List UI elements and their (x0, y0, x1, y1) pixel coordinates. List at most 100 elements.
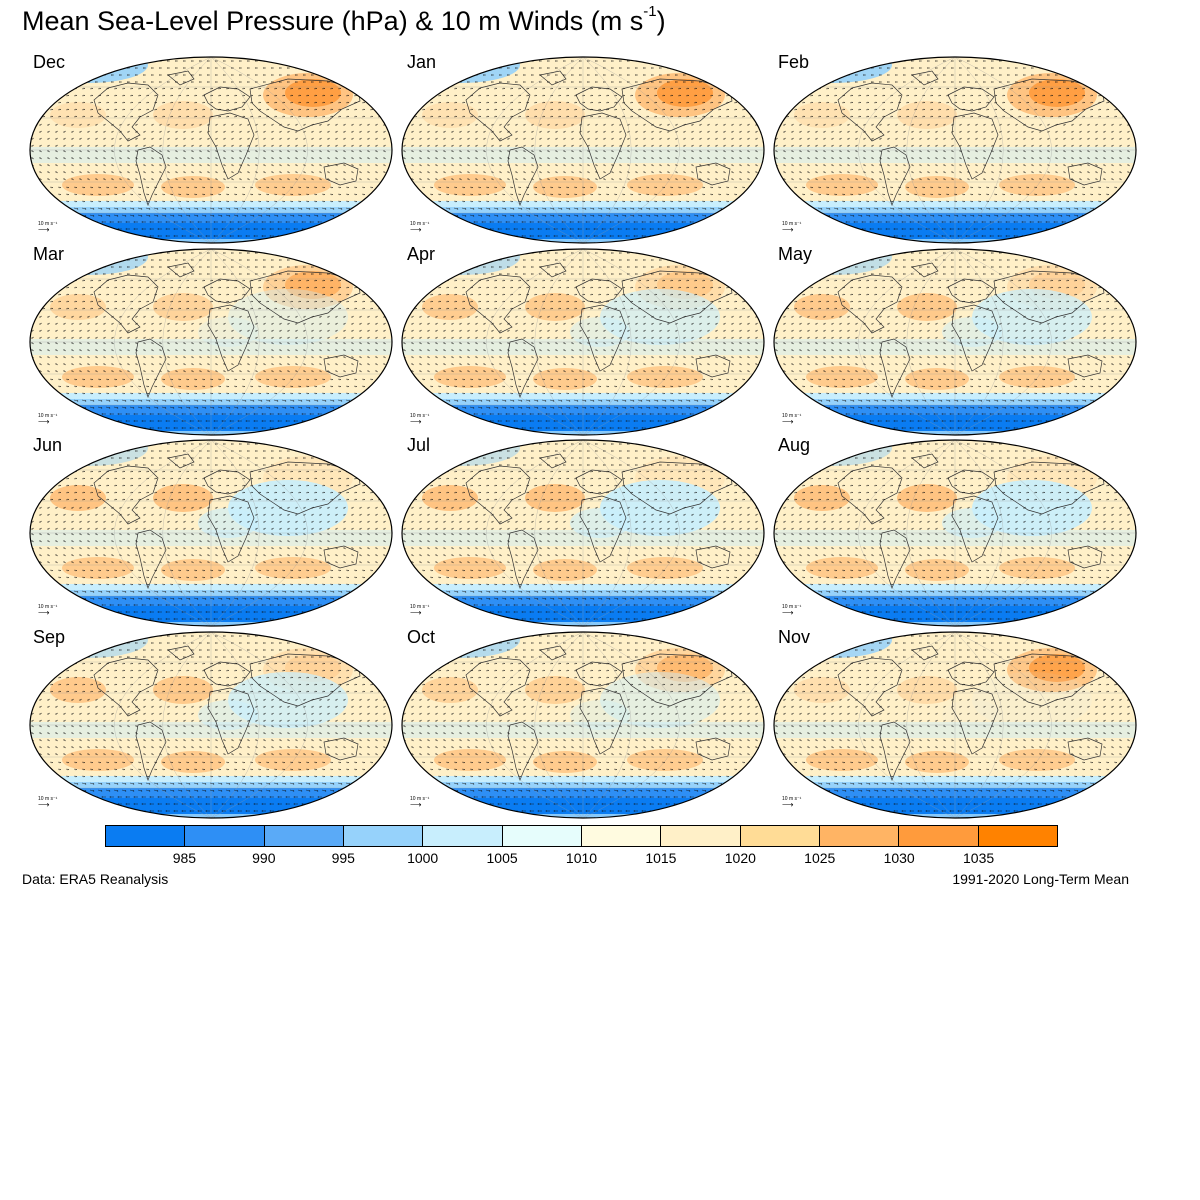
map-border (773, 439, 1137, 627)
colorbar-cell (185, 826, 265, 846)
graticule (774, 57, 1136, 243)
graticule (402, 632, 764, 818)
colorbar-cell (819, 826, 900, 846)
map-panel-mar: Mar 10 m s⁻¹ ⟶ (28, 244, 394, 437)
reference-arrow-icon: ⟶ (38, 609, 68, 617)
reference-vector: 10 m s⁻¹ ⟶ (38, 796, 68, 809)
reference-arrow-icon: ⟶ (410, 418, 440, 426)
map-dec (29, 56, 393, 244)
colorbar-cell (581, 826, 662, 846)
colorbar-tick-label: 995 (332, 850, 355, 866)
map-border (773, 56, 1137, 244)
colorbar-cell (740, 826, 820, 846)
map-panel-oct: Oct 10 m s⁻¹ ⟶ (400, 627, 766, 820)
map-jul (401, 439, 765, 627)
chart-title: Mean Sea-Level Pressure (hPa) & 10 m Win… (22, 3, 666, 37)
map-sep (29, 631, 393, 819)
month-label: May (778, 244, 812, 265)
reference-arrow-icon: ⟶ (410, 609, 440, 617)
reference-vector-label: 10 m s⁻¹ (410, 604, 429, 610)
graticule (30, 249, 392, 435)
colorbar-tick-label: 990 (252, 850, 275, 866)
month-label: Mar (33, 244, 64, 265)
map-feb (773, 56, 1137, 244)
reference-vector-label: 10 m s⁻¹ (410, 413, 429, 419)
reference-vector: 10 m s⁻¹ ⟶ (410, 796, 440, 809)
data-source-label: Data: ERA5 Reanalysis (22, 871, 168, 887)
colorbar-cell (423, 826, 503, 846)
map-panel-nov: Nov 10 m s⁻¹ ⟶ (772, 627, 1138, 820)
month-label: Feb (778, 52, 809, 73)
reference-vector: 10 m s⁻¹ ⟶ (38, 604, 68, 617)
month-label: Nov (778, 627, 810, 648)
reference-vector-label: 10 m s⁻¹ (38, 796, 57, 802)
month-label: Sep (33, 627, 65, 648)
reference-arrow-icon: ⟶ (38, 226, 68, 234)
coastlines (465, 645, 733, 782)
map-jun (29, 439, 393, 627)
period-label: 1991-2020 Long-Term Mean (952, 871, 1129, 887)
month-label: Dec (33, 52, 65, 73)
map-border (401, 248, 765, 436)
colorbar-cell (343, 826, 424, 846)
colorbar-cell (661, 826, 741, 846)
reference-vector: 10 m s⁻¹ ⟶ (782, 221, 812, 234)
reference-arrow-icon: ⟶ (410, 226, 440, 234)
graticule (774, 440, 1136, 626)
map-panel-jan: Jan 10 m s⁻¹ ⟶ (400, 52, 766, 245)
colorbar-tick-label: 1025 (804, 850, 835, 866)
map-border (773, 248, 1137, 436)
reference-vector-label: 10 m s⁻¹ (410, 221, 429, 227)
map-panel-dec: Dec 10 m s⁻¹ ⟶ (28, 52, 394, 245)
map-panel-feb: Feb 10 m s⁻¹ ⟶ (772, 52, 1138, 245)
reference-vector: 10 m s⁻¹ ⟶ (782, 413, 812, 426)
graticule (30, 57, 392, 243)
map-apr (401, 248, 765, 436)
map-panel-jun: Jun 10 m s⁻¹ ⟶ (28, 435, 394, 628)
reference-vector-label: 10 m s⁻¹ (410, 796, 429, 802)
map-jan (401, 56, 765, 244)
reference-vector-label: 10 m s⁻¹ (782, 221, 801, 227)
map-panel-aug: Aug 10 m s⁻¹ ⟶ (772, 435, 1138, 628)
coastlines (837, 453, 1105, 590)
colorbar-tick-label: 1015 (645, 850, 676, 866)
reference-vector: 10 m s⁻¹ ⟶ (410, 604, 440, 617)
colorbar-tick-label: 1035 (963, 850, 994, 866)
reference-arrow-icon: ⟶ (782, 226, 812, 234)
reference-arrow-icon: ⟶ (410, 801, 440, 809)
reference-vector: 10 m s⁻¹ ⟶ (410, 221, 440, 234)
map-border (401, 439, 765, 627)
map-panel-sep: Sep 10 m s⁻¹ ⟶ (28, 627, 394, 820)
map-border (29, 248, 393, 436)
reference-arrow-icon: ⟶ (38, 801, 68, 809)
map-border (401, 56, 765, 244)
reference-vector-label: 10 m s⁻¹ (782, 413, 801, 419)
reference-arrow-icon: ⟶ (782, 609, 812, 617)
reference-arrow-icon: ⟶ (38, 418, 68, 426)
month-label: Jul (407, 435, 430, 456)
map-border (773, 631, 1137, 819)
month-label: Oct (407, 627, 435, 648)
reference-arrow-icon: ⟶ (782, 418, 812, 426)
title-text: Mean Sea-Level Pressure (hPa) & 10 m Win… (22, 6, 643, 36)
reference-arrow-icon: ⟶ (782, 801, 812, 809)
map-may (773, 248, 1137, 436)
colorbar-ticks: 985 990 995 1000 1005 1010 1015 1020 1025 1030 103… (105, 850, 1058, 868)
map-oct (401, 631, 765, 819)
map-border (401, 631, 765, 819)
title-superscript: -1 (643, 3, 656, 20)
month-label: Jan (407, 52, 436, 73)
coastlines (465, 453, 733, 590)
map-nov (773, 631, 1137, 819)
map-panel-may: May 10 m s⁻¹ ⟶ (772, 244, 1138, 437)
graticule (774, 632, 1136, 818)
month-label: Apr (407, 244, 435, 265)
coastlines (465, 262, 733, 399)
colorbar-cell (106, 826, 186, 846)
colorbar-tick-label: 1030 (884, 850, 915, 866)
month-label: Jun (33, 435, 62, 456)
colorbar (105, 825, 1058, 847)
month-label: Aug (778, 435, 810, 456)
reference-vector: 10 m s⁻¹ ⟶ (782, 604, 812, 617)
map-border (29, 56, 393, 244)
